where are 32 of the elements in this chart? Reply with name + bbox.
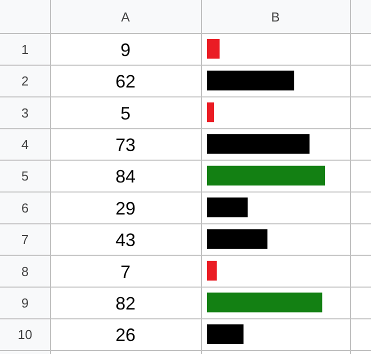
data-label: 5: [120, 103, 131, 124]
data-label: 82: [115, 293, 136, 314]
bar: [207, 229, 268, 249]
y-tick-label: 1: [21, 42, 29, 57]
bar: [207, 39, 220, 59]
y-tick-label: 4: [21, 136, 29, 152]
data-label: 43: [115, 230, 136, 250]
data-label: 73: [115, 134, 136, 155]
data-label: 7: [120, 262, 131, 282]
data-label: 62: [115, 72, 136, 92]
bar: [207, 324, 244, 344]
bar: [207, 134, 310, 154]
data-label: 29: [115, 198, 136, 218]
y-tick-label: 8: [21, 264, 29, 279]
y-tick-label: 7: [21, 232, 29, 248]
y-tick-label: 6: [21, 200, 29, 216]
text: A: [121, 10, 130, 24]
y-tick-label: 10: [18, 327, 32, 342]
data-label: 84: [115, 166, 136, 187]
bar: [207, 198, 248, 218]
text: B: [271, 10, 280, 24]
bar: [207, 70, 294, 90]
y-tick-label: 5: [21, 168, 29, 184]
y-tick-label: 2: [21, 74, 29, 89]
bar: [207, 166, 325, 186]
bar: [207, 102, 214, 122]
data-label: 26: [115, 325, 136, 346]
y-tick-label: 9: [21, 295, 29, 310]
bar: [207, 292, 322, 312]
y-tick-label: 3: [21, 105, 29, 120]
data-label: 9: [120, 40, 131, 60]
bar: [207, 260, 217, 281]
